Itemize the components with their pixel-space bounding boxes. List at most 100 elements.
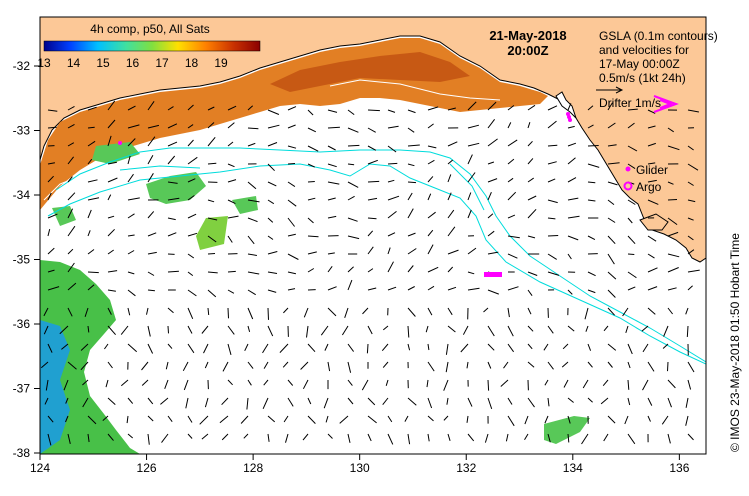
velocity-arrow	[147, 173, 154, 183]
velocity-arrow	[127, 307, 131, 316]
velocity-arrow	[287, 124, 296, 129]
velocity-arrow	[367, 230, 374, 237]
velocity-arrow	[600, 397, 609, 405]
velocity-arrow	[87, 271, 99, 274]
velocity-arrow	[487, 138, 498, 147]
velocity-arrow	[407, 163, 415, 167]
velocity-arrow	[367, 180, 380, 183]
velocity-arrow	[127, 138, 136, 147]
velocity-arrow	[147, 124, 160, 129]
velocity-arrow	[327, 286, 337, 291]
velocity-arrow	[347, 217, 358, 222]
argo-float	[484, 272, 502, 277]
velocity-arrow	[407, 192, 413, 201]
x-tick-label: 130	[350, 461, 370, 475]
velocity-arrow	[561, 361, 569, 368]
velocity-arrow	[447, 286, 457, 291]
colorbar-tick-label: 18	[185, 56, 199, 70]
velocity-arrow	[59, 325, 69, 335]
velocity-arrow	[203, 343, 209, 354]
velocity-arrow	[487, 397, 493, 410]
velocity-arrow	[167, 155, 176, 165]
velocity-arrow	[647, 361, 655, 372]
velocity-arrow	[667, 145, 680, 151]
velocity-arrow	[447, 226, 456, 237]
velocity-arrow	[127, 213, 135, 219]
velocity-arrow	[687, 361, 695, 373]
velocity-arrow	[285, 433, 289, 443]
velocity-arrow	[141, 361, 149, 371]
velocity-arrow	[627, 199, 636, 205]
velocity-arrow	[227, 122, 235, 129]
velocity-arrow	[327, 266, 333, 273]
velocity-arrow	[387, 195, 400, 201]
velocity-arrow	[347, 397, 354, 405]
velocity-arrow	[182, 361, 189, 372]
velocity-arrow	[607, 307, 615, 316]
velocity-arrow	[587, 343, 592, 351]
velocity-arrow	[507, 191, 517, 201]
velocity-arrow	[45, 379, 49, 391]
velocity-arrow	[687, 249, 695, 255]
velocity-arrow	[446, 397, 449, 405]
velocity-arrow	[687, 163, 699, 171]
velocity-arrow	[407, 181, 417, 184]
velocity-arrow	[607, 415, 616, 424]
velocity-arrow	[300, 361, 309, 370]
velocity-arrow	[622, 307, 629, 317]
velocity-arrow	[387, 433, 394, 445]
velocity-arrow	[445, 343, 449, 355]
colorbar-ticks: 13 14 15 16 17 18 19	[37, 56, 228, 70]
velocity-arrow	[427, 159, 435, 165]
velocity-arrow	[607, 199, 615, 205]
velocity-arrow	[107, 325, 116, 336]
velocity-arrow	[67, 123, 75, 129]
velocity-arrow	[527, 208, 537, 219]
velocity-arrow	[367, 109, 380, 112]
velocity-arrow	[327, 252, 335, 255]
velocity-arrow	[547, 253, 557, 260]
velocity-arrow	[483, 307, 489, 313]
velocity-arrow	[267, 415, 276, 423]
velocity-arrow	[207, 136, 216, 147]
y-tick-label: -35	[13, 253, 31, 267]
velocity-arrow	[207, 106, 215, 111]
velocity-arrow	[204, 397, 209, 408]
velocity-arrow	[587, 124, 594, 129]
velocity-arrow	[221, 397, 229, 406]
velocity-arrow	[587, 397, 593, 403]
velocity-arrow	[187, 307, 194, 319]
velocity-arrow	[267, 124, 280, 129]
velocity-arrow	[227, 199, 236, 205]
velocity-arrow	[247, 142, 256, 147]
velocity-arrow	[547, 397, 550, 407]
velocity-arrow	[686, 325, 689, 338]
velocity-arrow	[544, 415, 549, 424]
velocity-arrow	[361, 379, 369, 391]
velocity-arrow	[507, 286, 519, 291]
velocity-arrow	[607, 343, 617, 351]
velocity-arrow	[47, 126, 57, 129]
velocity-arrow	[84, 307, 89, 317]
velocity-arrow	[507, 307, 510, 318]
velocity-arrow	[607, 162, 620, 165]
velocity-arrow	[327, 361, 331, 372]
velocity-arrow	[227, 325, 235, 335]
velocity-arrow	[547, 433, 551, 443]
velocity-arrow	[407, 343, 411, 351]
velocity-arrow	[607, 361, 613, 368]
velocity-arrow	[487, 379, 490, 391]
velocity-arrow	[105, 379, 109, 388]
velocity-arrow	[120, 325, 129, 335]
velocity-arrow	[47, 175, 54, 183]
current-contour-1	[55, 147, 706, 363]
velocity-arrow	[147, 155, 154, 165]
velocity-arrow	[507, 177, 514, 183]
velocity-arrow	[667, 287, 677, 291]
velocity-arrow	[507, 397, 513, 405]
velocity-arrow	[102, 415, 109, 421]
velocity-arrow	[427, 176, 434, 183]
velocity-arrow	[267, 142, 278, 147]
velocity-arrow	[407, 248, 417, 255]
velocity-arrow	[307, 415, 316, 424]
